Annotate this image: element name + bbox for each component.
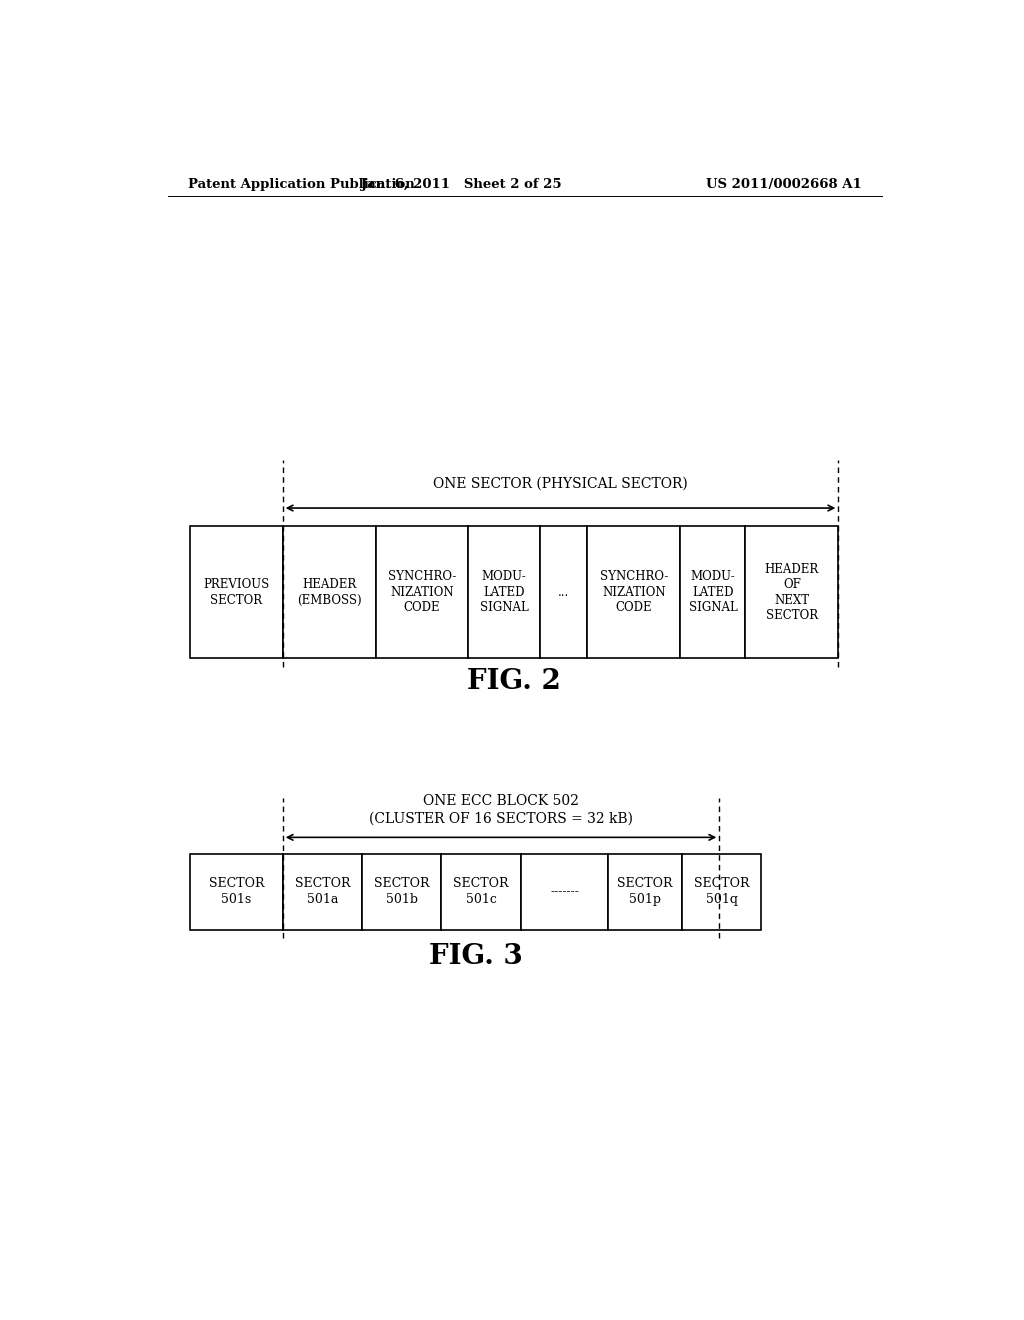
Bar bbox=[680, 527, 745, 659]
Text: FIG. 3: FIG. 3 bbox=[429, 942, 522, 970]
Text: US 2011/0002668 A1: US 2011/0002668 A1 bbox=[707, 178, 862, 191]
Bar bbox=[588, 527, 680, 659]
Text: FIG. 2: FIG. 2 bbox=[467, 668, 561, 696]
Text: SECTOR
501s: SECTOR 501s bbox=[209, 878, 264, 906]
Bar bbox=[608, 854, 682, 929]
Bar bbox=[540, 527, 588, 659]
Text: SECTOR
501c: SECTOR 501c bbox=[454, 878, 509, 906]
Bar bbox=[682, 854, 761, 929]
Text: Patent Application Publication: Patent Application Publication bbox=[187, 178, 415, 191]
Bar bbox=[441, 854, 521, 929]
Bar bbox=[283, 527, 376, 659]
Text: ONE ECC BLOCK 502: ONE ECC BLOCK 502 bbox=[423, 793, 579, 808]
Text: PREVIOUS
SECTOR: PREVIOUS SECTOR bbox=[203, 578, 269, 607]
Bar bbox=[189, 527, 283, 659]
Text: HEADER
(EMBOSS): HEADER (EMBOSS) bbox=[297, 578, 361, 607]
Text: (CLUSTER OF 16 SECTORS = 32 kB): (CLUSTER OF 16 SECTORS = 32 kB) bbox=[369, 812, 633, 826]
Text: HEADER
OF
NEXT
SECTOR: HEADER OF NEXT SECTOR bbox=[765, 562, 819, 622]
Bar bbox=[521, 854, 608, 929]
Text: MODU-
LATED
SIGNAL: MODU- LATED SIGNAL bbox=[688, 570, 737, 614]
Bar bbox=[376, 527, 468, 659]
Bar bbox=[468, 527, 540, 659]
Text: SYNCHRO-
NIZATION
CODE: SYNCHRO- NIZATION CODE bbox=[388, 570, 457, 614]
Text: SECTOR
501b: SECTOR 501b bbox=[374, 878, 429, 906]
Text: SECTOR
501a: SECTOR 501a bbox=[295, 878, 350, 906]
Text: MODU-
LATED
SIGNAL: MODU- LATED SIGNAL bbox=[480, 570, 528, 614]
Text: ...: ... bbox=[558, 586, 569, 599]
Text: SYNCHRO-
NIZATION
CODE: SYNCHRO- NIZATION CODE bbox=[600, 570, 668, 614]
Text: Jan. 6, 2011   Sheet 2 of 25: Jan. 6, 2011 Sheet 2 of 25 bbox=[361, 178, 561, 191]
Text: ONE SECTOR (PHYSICAL SECTOR): ONE SECTOR (PHYSICAL SECTOR) bbox=[433, 477, 688, 491]
Bar bbox=[745, 527, 839, 659]
Text: SECTOR
501p: SECTOR 501p bbox=[617, 878, 673, 906]
Bar bbox=[283, 854, 362, 929]
Bar bbox=[189, 854, 283, 929]
Text: SECTOR
501q: SECTOR 501q bbox=[694, 878, 750, 906]
Bar bbox=[362, 854, 441, 929]
Text: -------: ------- bbox=[550, 886, 579, 898]
